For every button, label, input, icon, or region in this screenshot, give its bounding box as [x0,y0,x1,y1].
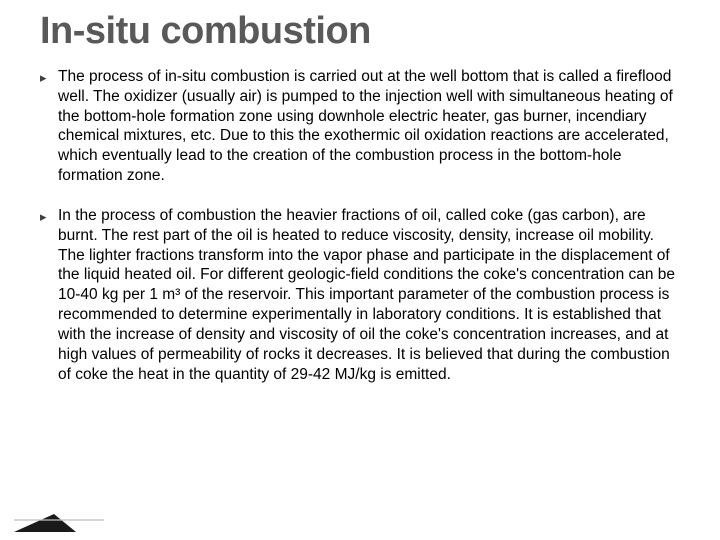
bullet-marker-icon: ▸ [40,206,58,227]
bullet-text: In the process of combustion the heavier… [58,206,680,384]
corner-triangle-icon [14,514,76,532]
bullet-item: ▸ The process of in-situ combustion is c… [40,67,680,186]
slide-content: In-situ combustion ▸ The process of in-s… [0,0,720,424]
bullet-item: ▸ In the process of combustion the heavi… [40,206,680,384]
bullet-text: The process of in-situ combustion is car… [58,67,680,186]
corner-decoration-icon [14,506,104,532]
bullet-marker-icon: ▸ [40,67,58,88]
slide-title: In-situ combustion [40,10,680,53]
